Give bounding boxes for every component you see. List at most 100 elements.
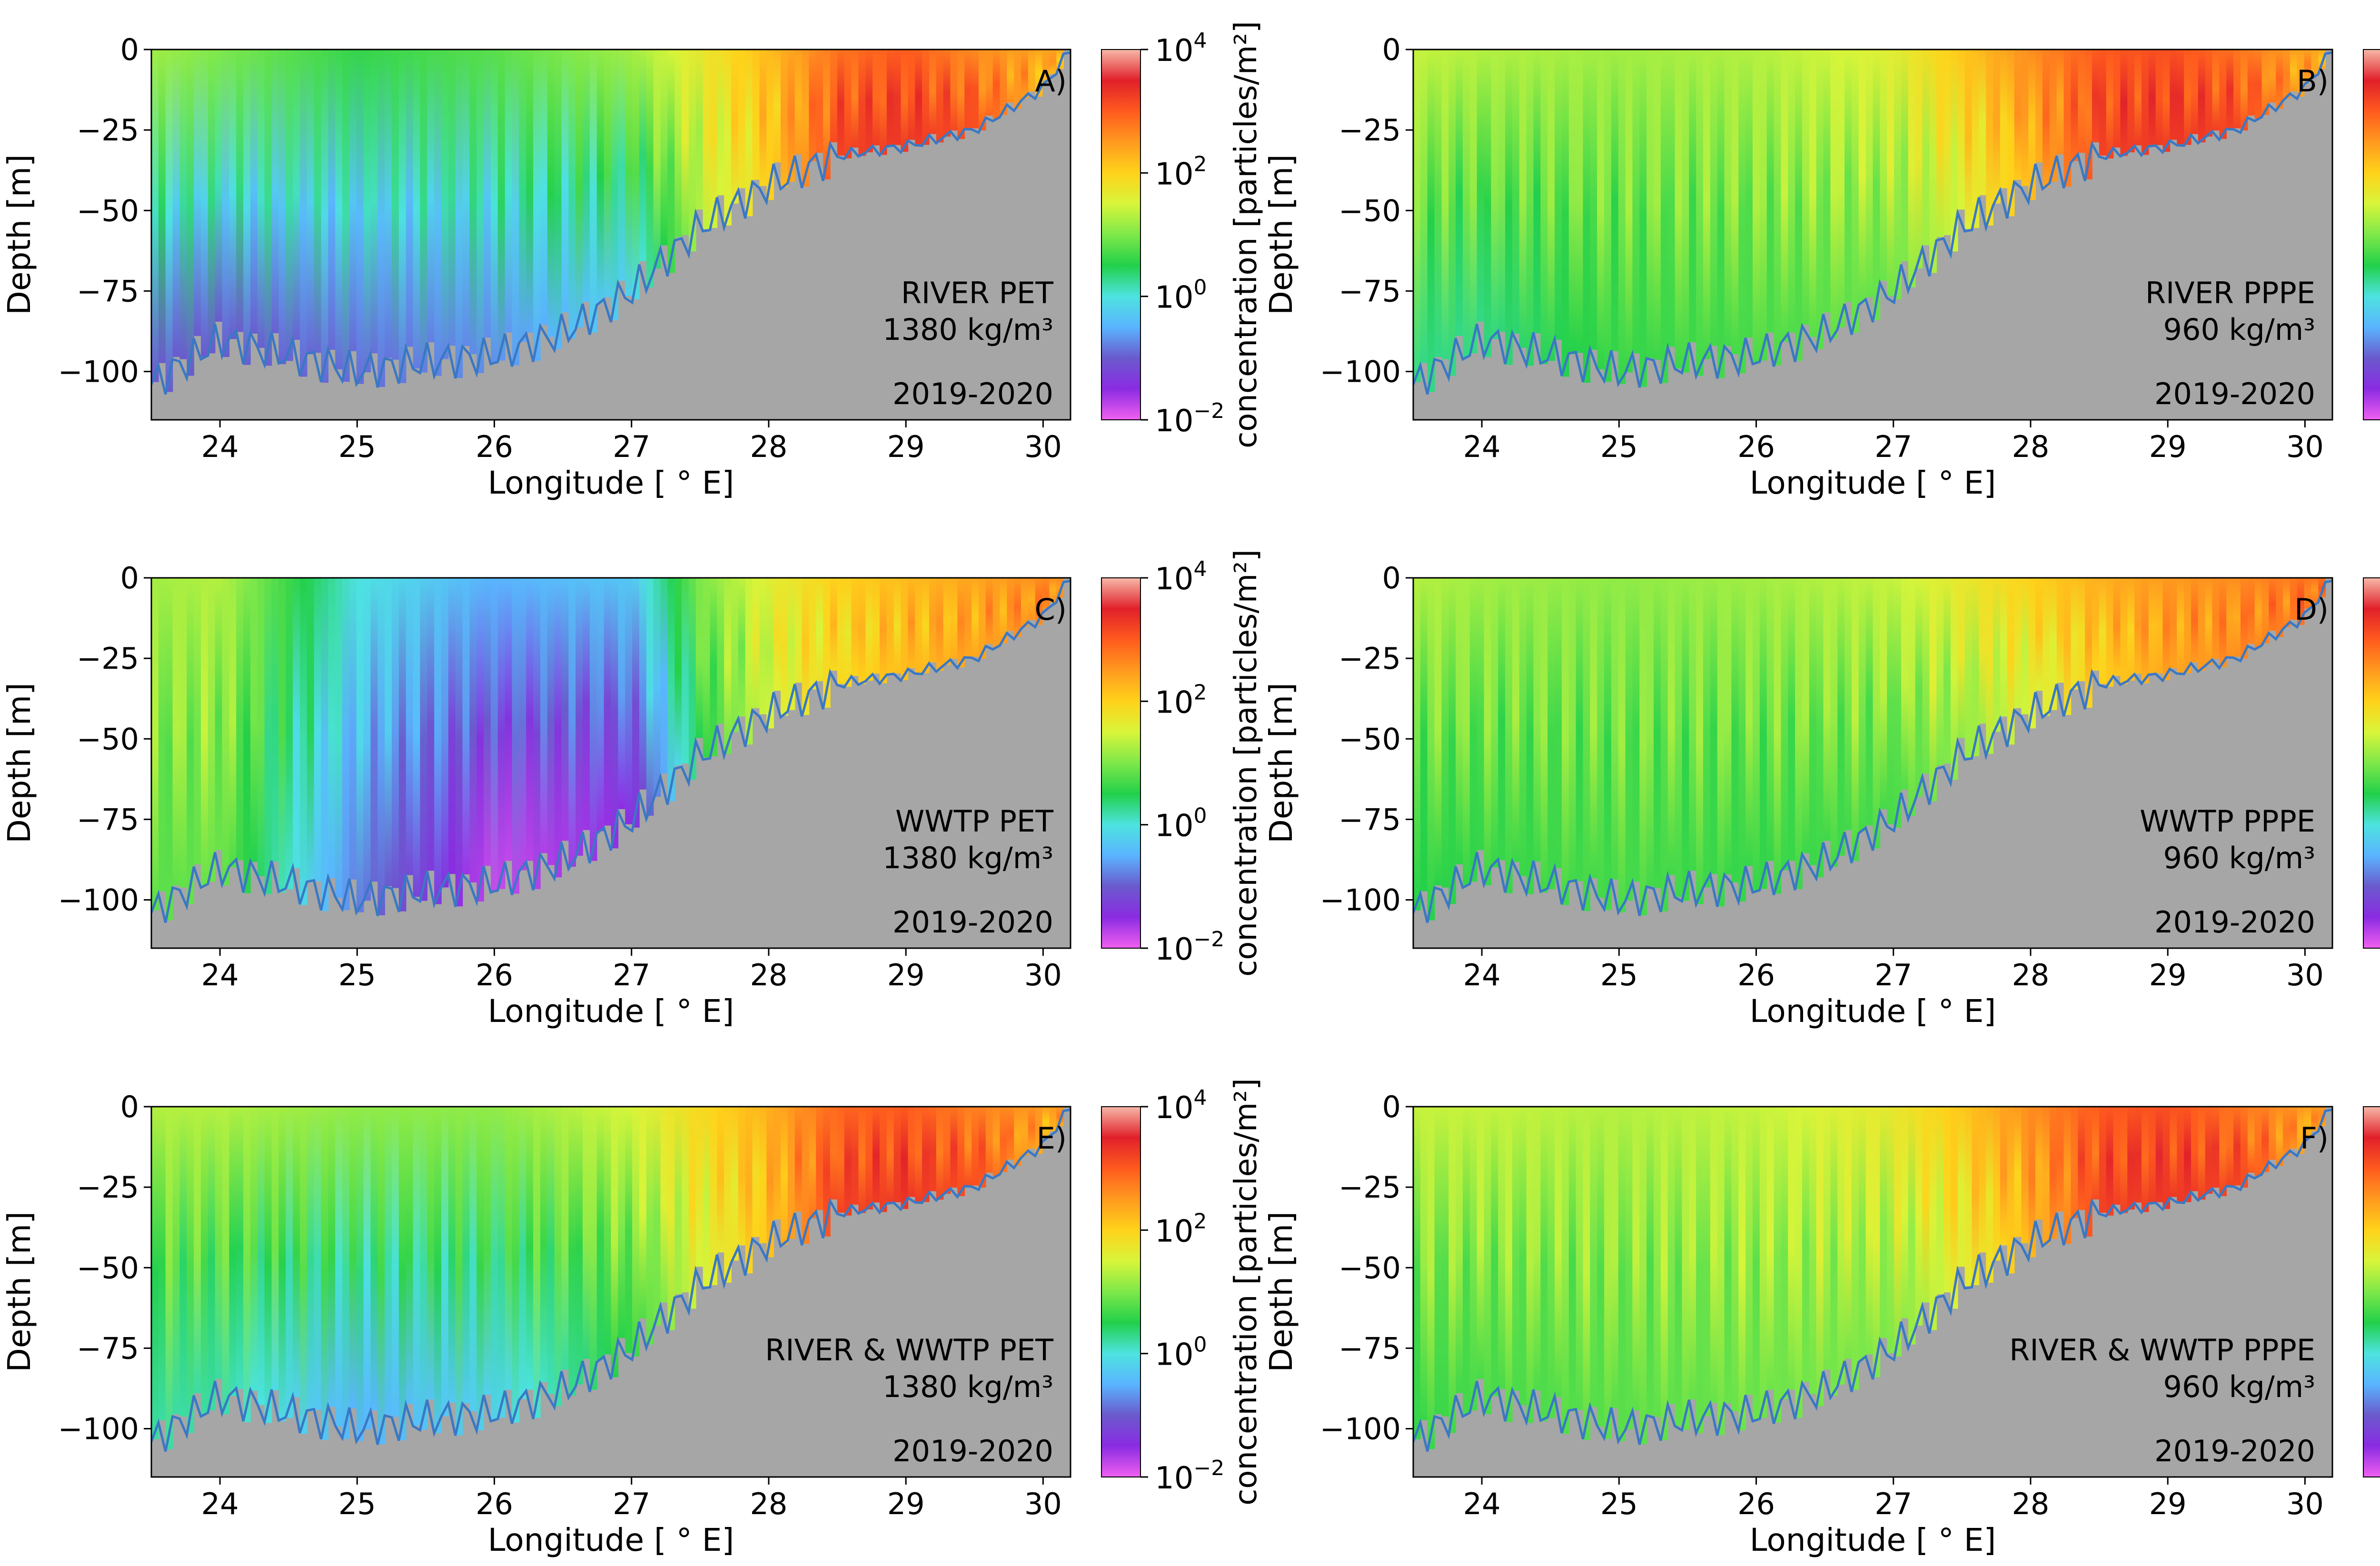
heatmap-column <box>236 578 244 861</box>
heatmap-column <box>1844 50 1852 302</box>
heatmap-column <box>1462 578 1470 885</box>
heatmap-column <box>1823 1107 1831 1370</box>
heatmap-column <box>2056 1107 2064 1212</box>
heatmap-column <box>2240 1107 2248 1188</box>
heatmap-column <box>1950 1107 1958 1309</box>
heatmap-column <box>717 1107 724 1253</box>
density-label: 1380 kg/m³ <box>883 312 1053 347</box>
heatmap-column <box>830 50 838 142</box>
heatmap-column <box>335 50 343 369</box>
heatmap-column <box>893 1107 902 1202</box>
heatmap-column <box>1752 50 1760 364</box>
heatmap-column <box>2099 50 2107 156</box>
heatmap-column <box>2078 578 2085 682</box>
heatmap-column <box>972 1107 979 1186</box>
heatmap-column <box>236 50 244 332</box>
heatmap-column <box>908 50 916 140</box>
heatmap-column <box>250 50 258 334</box>
heatmap-column <box>1745 50 1753 338</box>
heatmap-column <box>179 578 188 888</box>
heatmap-column <box>1858 50 1866 303</box>
heatmap-column <box>568 578 576 867</box>
heatmap-column <box>1498 578 1506 861</box>
heatmap-column <box>1533 1107 1541 1391</box>
x-tick-label: 24 <box>1463 429 1501 464</box>
heatmap-column <box>738 1107 746 1246</box>
heatmap-column <box>413 50 421 369</box>
heatmap-column <box>448 50 456 346</box>
heatmap-column <box>2283 578 2291 627</box>
heatmap-column <box>2155 578 2163 674</box>
heatmap-column <box>879 1107 887 1212</box>
heatmap-column <box>611 50 619 320</box>
heatmap-column <box>2099 1107 2107 1213</box>
heatmap-column <box>1456 50 1463 336</box>
colorbar-tick-base: 10 <box>1155 404 1193 439</box>
heatmap-column <box>596 578 605 832</box>
heatmap-column <box>2247 578 2255 644</box>
panel-letter: B) <box>2297 64 2329 99</box>
x-tick-label: 24 <box>201 958 239 992</box>
y-tick-label: −100 <box>58 355 139 389</box>
heatmap-column <box>1724 578 1732 875</box>
heatmap-column <box>1915 578 1923 797</box>
heatmap-column <box>1000 578 1008 644</box>
heatmap-column <box>2219 578 2227 667</box>
colorbar-label: concentration [particles/m²] <box>1229 549 1264 977</box>
axes-frame <box>150 1106 1071 1478</box>
heatmap-column <box>2212 50 2220 131</box>
heatmap-column <box>1014 578 1021 637</box>
heatmap-column <box>2191 50 2199 134</box>
heatmap-column <box>1512 1107 1520 1391</box>
colorbar-tick-base: 10 <box>1155 1461 1193 1496</box>
heatmap-column <box>476 1107 484 1430</box>
heatmap-column <box>1441 50 1449 359</box>
period-label: 2019-2020 <box>892 905 1053 940</box>
heatmap-column <box>1505 50 1513 365</box>
heatmap-column <box>299 1107 307 1434</box>
heatmap-column <box>1865 1107 1874 1355</box>
x-tick-label: 24 <box>201 1487 239 1521</box>
heatmap-column <box>943 50 951 137</box>
bathymetry-line <box>151 51 1071 395</box>
heatmap-column <box>1752 578 1760 892</box>
heatmap-column <box>1851 50 1859 333</box>
heatmap-column <box>1731 50 1739 354</box>
heatmap-column <box>837 578 845 684</box>
heatmap-column <box>1014 1107 1021 1166</box>
heatmap-column <box>568 1107 576 1396</box>
colorbar-tick-label: 100 <box>1155 276 1207 316</box>
heatmap-column <box>1618 578 1626 912</box>
heatmap-column <box>2134 1107 2142 1203</box>
heatmap-column <box>448 578 456 874</box>
heatmap-column <box>583 578 590 830</box>
heatmap-column <box>1611 1107 1619 1408</box>
heatmap-column <box>865 1107 873 1210</box>
heatmap-column <box>243 1107 251 1422</box>
heatmap-column <box>441 50 449 359</box>
heatmap-column <box>893 50 902 145</box>
heatmap-column <box>1964 1107 1973 1287</box>
x-tick-label: 29 <box>2149 1487 2187 1521</box>
heatmap-column <box>660 50 668 246</box>
heatmap-column <box>901 1107 909 1209</box>
colorbar-tick-exponent: −2 <box>1193 399 1224 423</box>
heatmap-column <box>2134 578 2142 674</box>
heatmap-column <box>1427 1107 1435 1449</box>
heatmap-column <box>2113 50 2121 148</box>
heatmap-column <box>497 1107 506 1418</box>
heatmap-column <box>434 578 442 904</box>
heatmap-column <box>943 1107 951 1194</box>
x-axis-label: Longitude [ ° E] <box>1750 993 1996 1030</box>
heatmap-column <box>1880 1107 1888 1338</box>
heatmap-column <box>1639 578 1647 915</box>
heatmap-column <box>441 1107 449 1417</box>
heatmap-column <box>688 50 696 252</box>
heatmap-column <box>250 1107 258 1391</box>
heatmap-column <box>1028 1107 1036 1149</box>
x-tick-label: 25 <box>1600 1487 1638 1521</box>
heatmap-column <box>1035 50 1043 97</box>
heatmap-column <box>1696 1107 1704 1433</box>
heatmap-column <box>1526 50 1534 366</box>
